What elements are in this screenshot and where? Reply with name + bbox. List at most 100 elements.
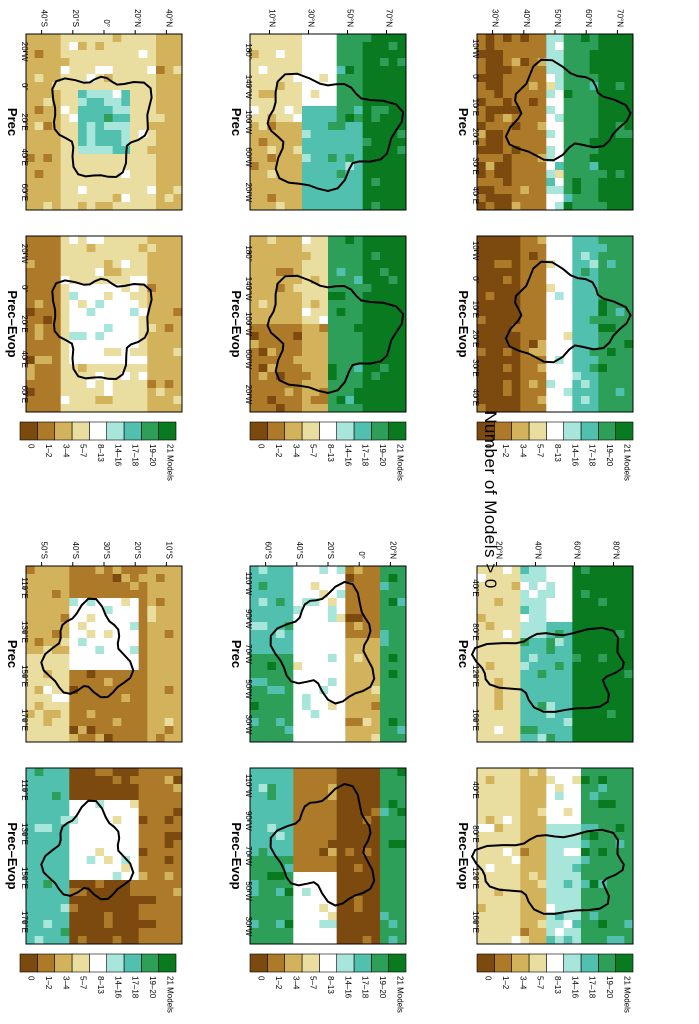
grid-cell (156, 638, 166, 647)
grid-cell (164, 622, 174, 631)
grid-cell (258, 130, 268, 139)
grid-cell (598, 34, 608, 43)
grid-cell (52, 380, 62, 389)
grid-cell (607, 292, 617, 301)
grid-cell (371, 404, 381, 413)
lon-tick-label: 90°W (244, 811, 253, 831)
grid-cell (164, 388, 174, 397)
grid-cell (156, 396, 166, 405)
grid-cell (336, 90, 346, 99)
grid-cell (147, 236, 157, 245)
grid-cell (86, 702, 96, 711)
grid-cell (520, 380, 530, 389)
grid-cell (138, 928, 148, 937)
grid-cell (581, 252, 591, 261)
grid-cell (60, 614, 70, 623)
grid-cell (284, 638, 294, 647)
grid-cell (86, 372, 96, 381)
grid-cell (310, 734, 320, 743)
grid-cell (362, 928, 372, 937)
grid-cell (589, 622, 599, 631)
grid-cell (503, 308, 513, 317)
grid-cell (345, 670, 355, 679)
grid-cell (69, 324, 79, 333)
grid-cell (371, 34, 381, 43)
grid-cell (494, 574, 504, 583)
grid-cell (104, 718, 114, 727)
grid-cell (284, 670, 294, 679)
grid-cell (546, 396, 556, 405)
grid-cell (78, 348, 88, 357)
grid-cell (328, 824, 338, 833)
grid-cell (104, 154, 114, 163)
grid-cell (581, 606, 591, 615)
grid-cell (95, 864, 105, 873)
grid-cell (138, 912, 148, 921)
grid-cell (302, 792, 312, 801)
grid-cell (511, 614, 521, 623)
grid-cell (555, 186, 565, 195)
grid-cell (362, 154, 372, 163)
grid-cell (362, 66, 372, 75)
grid-cell (328, 912, 338, 921)
colorbar-label: 5–7 (79, 444, 88, 458)
grid-cell (572, 396, 582, 405)
grid-cell (104, 42, 114, 51)
grid-cell (164, 718, 174, 727)
grid-cell (598, 768, 608, 777)
grid-cell (250, 186, 260, 195)
grid-cell (336, 308, 346, 317)
grid-cell (173, 566, 183, 575)
grid-cell (26, 912, 36, 921)
grid-cell (546, 718, 556, 727)
grid-cell (250, 138, 260, 147)
grid-cell (276, 808, 286, 817)
grid-cell (43, 146, 53, 155)
grid-cell (173, 292, 183, 301)
grid-cell (121, 396, 131, 405)
grid-cell (546, 162, 556, 171)
grid-cell (267, 920, 277, 929)
grid-cell (319, 614, 329, 623)
grid-cell (267, 202, 277, 211)
grid-cell (86, 896, 96, 905)
grid-cell (138, 864, 148, 873)
grid-cell (130, 574, 140, 583)
grid-cell (267, 388, 277, 397)
grid-cell (86, 98, 96, 107)
grid-cell (121, 268, 131, 277)
grid-cell (477, 364, 487, 373)
grid-cell (362, 90, 372, 99)
grid-cell (258, 138, 268, 147)
grid-cell (43, 42, 53, 51)
grid-cell (615, 34, 625, 43)
grid-cell (104, 726, 114, 735)
grid-cell (34, 372, 44, 381)
grid-cell (78, 98, 88, 107)
grid-cell (581, 404, 591, 413)
grid-cell (310, 710, 320, 719)
grid-cell (112, 364, 122, 373)
grid-cell (371, 178, 381, 187)
grid-cell (43, 276, 53, 285)
grid-cell (388, 348, 398, 357)
grid-cell (388, 260, 398, 269)
grid-cell (60, 920, 70, 929)
grid-cell (520, 106, 530, 115)
grid-cell (293, 66, 303, 75)
grid-cell (529, 292, 539, 301)
grid-cell (69, 864, 79, 873)
grid-cell (371, 42, 381, 51)
grid-cell (156, 824, 166, 833)
grid-cell (485, 308, 495, 317)
grid-cell (267, 332, 277, 341)
grid-cell (624, 630, 634, 639)
grid-cell (319, 654, 329, 663)
grid-cell (511, 590, 521, 599)
grid-cell (380, 816, 390, 825)
grid-cell (130, 800, 140, 809)
grid-cell (250, 920, 260, 929)
grid-cell (104, 808, 114, 817)
grid-cell (258, 694, 268, 703)
grid-cell (572, 896, 582, 905)
